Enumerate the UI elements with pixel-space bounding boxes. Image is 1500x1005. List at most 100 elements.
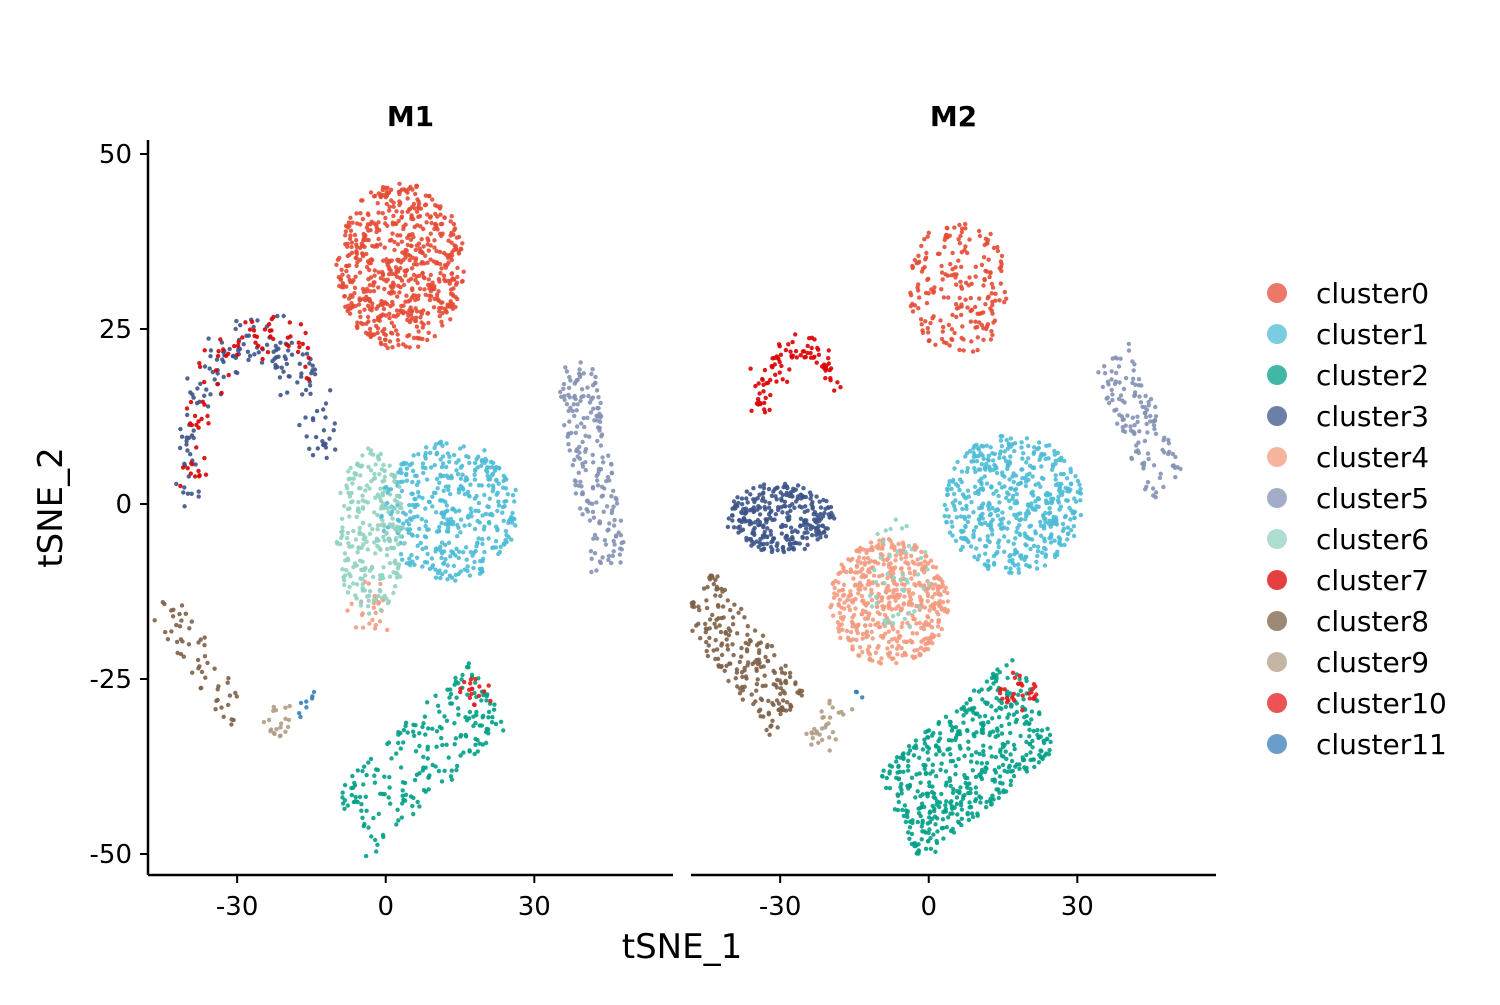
- point-cluster1: [999, 485, 1005, 490]
- point-cluster9: [266, 717, 272, 723]
- point-cluster1: [1015, 525, 1020, 531]
- point-cluster5: [1167, 449, 1172, 455]
- point-cluster3: [739, 496, 745, 501]
- point-cluster1: [423, 506, 428, 511]
- point-cluster1: [456, 555, 461, 561]
- point-cluster1: [975, 557, 980, 562]
- point-cluster2: [475, 737, 480, 743]
- point-cluster3: [780, 492, 786, 498]
- point-cluster7: [216, 349, 221, 354]
- point-cluster7: [196, 468, 201, 474]
- point-cluster4: [845, 635, 851, 640]
- point-cluster1: [496, 499, 501, 504]
- point-cluster7: [288, 334, 293, 339]
- point-cluster2: [1010, 658, 1015, 663]
- point-cluster1: [472, 477, 478, 482]
- point-cluster8: [229, 722, 234, 727]
- point-cluster2: [1008, 691, 1013, 696]
- point-cluster2: [999, 731, 1005, 736]
- point-cluster3: [182, 504, 187, 509]
- point-cluster3: [206, 336, 211, 341]
- point-cluster1: [1002, 549, 1007, 554]
- point-cluster0: [407, 257, 412, 263]
- point-cluster0: [430, 280, 435, 285]
- point-cluster4: [832, 591, 837, 596]
- point-cluster0: [938, 318, 943, 323]
- point-cluster1: [458, 446, 463, 451]
- point-cluster2: [953, 772, 958, 777]
- point-cluster2: [449, 777, 455, 782]
- point-cluster1: [950, 524, 955, 529]
- point-cluster5: [1144, 421, 1149, 427]
- point-cluster5: [1135, 419, 1140, 425]
- point-cluster2: [919, 837, 924, 842]
- point-cluster0: [981, 337, 986, 342]
- point-cluster2: [400, 801, 405, 806]
- point-cluster0: [967, 275, 972, 280]
- point-cluster6: [338, 490, 343, 496]
- point-cluster1: [1052, 452, 1058, 457]
- point-cluster8: [736, 610, 741, 615]
- point-cluster2: [1008, 702, 1014, 707]
- point-cluster5: [1132, 431, 1137, 437]
- point-cluster1: [1075, 489, 1080, 495]
- point-cluster6: [372, 476, 378, 481]
- point-cluster3: [310, 363, 315, 368]
- point-cluster1: [1029, 491, 1034, 496]
- point-cluster3: [251, 324, 256, 330]
- point-cluster1: [1003, 565, 1009, 570]
- point-cluster9: [850, 707, 855, 712]
- point-cluster6: [396, 525, 402, 530]
- point-cluster2: [466, 716, 472, 721]
- point-cluster3: [182, 485, 187, 490]
- point-cluster4: [857, 555, 862, 560]
- point-cluster6: [903, 549, 908, 555]
- point-cluster1: [1060, 521, 1066, 527]
- point-cluster0: [952, 272, 957, 277]
- point-cluster2: [973, 790, 979, 796]
- point-cluster4: [913, 583, 918, 588]
- point-cluster8: [730, 622, 736, 627]
- point-cluster2: [1007, 721, 1012, 727]
- point-cluster8: [784, 700, 790, 705]
- point-cluster0: [354, 238, 359, 243]
- point-cluster2: [943, 806, 948, 812]
- point-cluster3: [185, 412, 190, 418]
- point-cluster7: [219, 390, 224, 396]
- point-cluster1: [472, 526, 478, 532]
- point-cluster1: [495, 508, 500, 514]
- point-cluster1: [1012, 563, 1017, 568]
- point-cluster1: [1026, 511, 1032, 516]
- point-cluster10: [486, 683, 491, 688]
- point-cluster3: [780, 544, 786, 550]
- point-cluster0: [432, 334, 437, 339]
- point-cluster4: [866, 569, 871, 574]
- point-cluster0: [366, 237, 371, 243]
- point-cluster2: [984, 679, 990, 684]
- point-cluster2: [887, 786, 893, 791]
- point-cluster8: [758, 696, 764, 701]
- point-cluster9: [283, 705, 288, 710]
- point-cluster0: [942, 237, 947, 243]
- point-cluster0: [352, 291, 357, 296]
- point-cluster2: [1036, 760, 1042, 765]
- point-cluster2: [425, 744, 430, 749]
- point-cluster5: [1143, 414, 1149, 420]
- point-cluster1: [1043, 554, 1048, 559]
- point-cluster1: [971, 528, 977, 533]
- point-cluster4: [879, 595, 885, 600]
- point-cluster2: [469, 672, 475, 677]
- point-cluster2: [997, 774, 1003, 779]
- point-cluster4: [885, 575, 890, 581]
- point-cluster5: [567, 419, 572, 424]
- point-cluster2: [353, 794, 358, 800]
- point-cluster6: [360, 453, 365, 458]
- point-cluster10: [998, 687, 1004, 692]
- point-cluster2: [979, 770, 984, 775]
- point-cluster6: [359, 463, 364, 468]
- point-cluster9: [804, 731, 809, 736]
- point-cluster5: [588, 549, 594, 554]
- point-cluster3: [314, 408, 320, 414]
- point-cluster6: [360, 581, 365, 587]
- point-cluster8: [767, 732, 772, 737]
